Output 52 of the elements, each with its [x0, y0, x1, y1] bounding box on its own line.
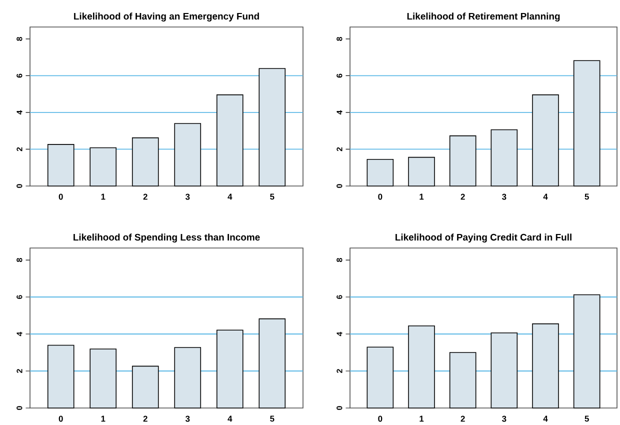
- x-tick-label: 5: [270, 194, 274, 200]
- x-tick-label: 1: [101, 194, 106, 200]
- bar: [408, 156, 435, 186]
- bar: [366, 158, 394, 186]
- x-tick-label: 2: [460, 194, 465, 200]
- x-tick-label: 5: [270, 416, 274, 422]
- x-tick-label: 3: [502, 416, 506, 422]
- bar: [258, 318, 286, 408]
- x-tick-label: 0: [58, 416, 63, 422]
- x-tick-label: 1: [420, 194, 424, 200]
- x-tick-label: 3: [185, 416, 190, 422]
- x-tick-label: 2: [460, 416, 465, 422]
- x-tick-label: 4: [543, 194, 548, 200]
- x-tick-label: 0: [378, 194, 382, 200]
- bar: [132, 137, 159, 186]
- x-tick-label: 0: [378, 416, 382, 422]
- bar: [532, 94, 559, 186]
- x-tick-label: 5: [584, 194, 589, 200]
- bar: [449, 352, 476, 408]
- x-tick-label: 4: [228, 416, 232, 422]
- bar: [90, 147, 117, 186]
- bar: [216, 94, 244, 186]
- x-tick-label: 3: [502, 194, 506, 200]
- bar: [573, 60, 600, 186]
- x-tick-label: 4: [543, 416, 548, 422]
- bar: [490, 129, 518, 186]
- bar: [258, 68, 286, 186]
- x-tick-label: 3: [185, 194, 190, 200]
- x-tick-label: 5: [584, 416, 589, 422]
- bar: [174, 347, 202, 408]
- x-tick-label: 4: [228, 194, 232, 200]
- x-tick-label: 2: [143, 194, 148, 200]
- bar: [408, 325, 435, 408]
- bar: [132, 366, 159, 408]
- bar: [216, 330, 244, 408]
- bar: [47, 344, 74, 408]
- chart-title: Likelihood of Retirement Planning: [407, 12, 560, 22]
- x-tick-label: 2: [143, 416, 148, 422]
- bar: [366, 346, 394, 408]
- chart-title: Likelihood of Paying Credit Card in Full: [396, 234, 572, 242]
- bar: [174, 123, 202, 186]
- bar: [573, 294, 600, 408]
- bar: [449, 135, 476, 186]
- bar: [532, 323, 559, 408]
- chart-title: Likelihood of Having an Emergency Fund: [74, 12, 259, 22]
- x-tick-label: 0: [58, 194, 63, 200]
- chart-title: Likelihood of Spending Less than Income: [74, 234, 260, 242]
- x-tick-label: 1: [420, 416, 424, 422]
- x-tick-label: 1: [101, 416, 106, 422]
- bar: [490, 332, 518, 408]
- bar: [90, 348, 117, 408]
- bar: [47, 144, 74, 186]
